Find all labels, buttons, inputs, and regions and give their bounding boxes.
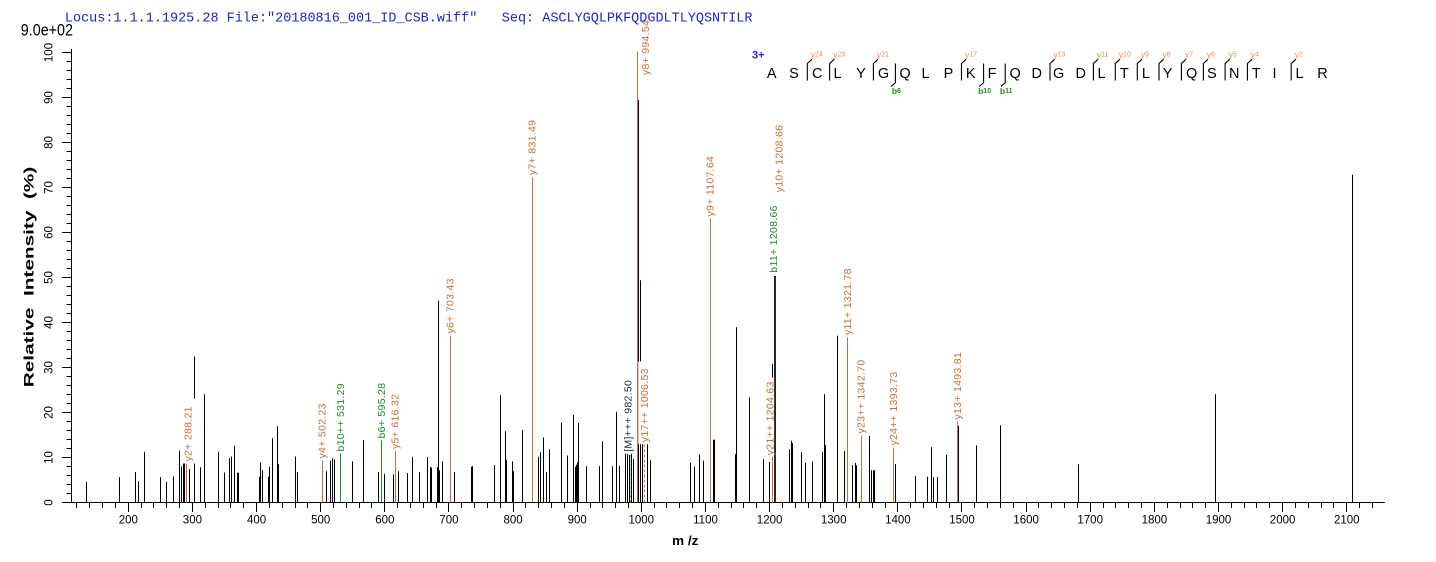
svg-text:y24: y24 [811,50,823,60]
svg-text:K: K [966,66,976,82]
svg-text:y2: y2 [1295,50,1303,60]
svg-text:G: G [1053,66,1064,82]
svg-text:1900: 1900 [1206,515,1232,527]
svg-text:1000: 1000 [629,515,655,527]
svg-text:N: N [1229,66,1239,82]
svg-text:[M]+++ 982.50: [M]+++ 982.50 [623,380,635,452]
svg-text:D: D [1075,66,1085,82]
svg-text:D: D [1032,66,1042,82]
svg-text:L: L [1142,66,1150,82]
svg-text:C: C [812,66,822,82]
svg-text:0: 0 [44,499,56,505]
svg-text:1100: 1100 [693,515,718,527]
svg-text:1500: 1500 [949,515,975,527]
svg-text:80: 80 [44,136,56,149]
svg-text:Q: Q [1186,66,1197,82]
svg-text:L: L [834,66,842,82]
svg-text:60: 60 [44,226,56,239]
svg-text:F: F [988,66,997,82]
svg-text:9.0e+02: 9.0e+02 [21,22,73,40]
svg-text:Relative Intensity (%): Relative Intensity (%) [22,167,37,388]
svg-text:b11+ 1208.66: b11+ 1208.66 [768,205,780,272]
svg-text:y5: y5 [1229,50,1237,60]
svg-text:2100: 2100 [1334,515,1360,527]
svg-text:b6+ 595.28: b6+ 595.28 [376,383,388,439]
svg-text:y8+ 994.54: y8+ 994.54 [640,20,652,75]
svg-text:1800: 1800 [1142,515,1168,527]
svg-text:y21: y21 [877,50,889,60]
svg-text:y24++ 1393.73: y24++ 1393.73 [888,372,900,446]
svg-text:1200: 1200 [757,515,783,527]
svg-text:S: S [789,66,799,82]
svg-text:Q: Q [1010,66,1021,82]
svg-text:y13: y13 [1054,50,1066,60]
svg-text:1300: 1300 [821,515,847,527]
svg-text:70: 70 [44,181,56,194]
svg-text:500: 500 [311,515,330,527]
svg-text:Y: Y [1163,66,1173,82]
svg-text:y7: y7 [1185,50,1193,60]
svg-text:50: 50 [44,271,56,284]
svg-text:y13+ 1493.81: y13+ 1493.81 [952,352,964,420]
svg-text:2000: 2000 [1270,515,1296,527]
svg-text:300: 300 [183,515,202,527]
svg-text:90: 90 [44,91,56,104]
svg-text:y8: y8 [1163,50,1171,60]
svg-text:b10: b10 [978,86,991,96]
svg-text:Y: Y [856,66,866,82]
svg-text:y2+ 288.21: y2+ 288.21 [183,406,195,461]
svg-text:y4+ 502.23: y4+ 502.23 [316,403,328,458]
svg-text:400: 400 [247,515,266,527]
svg-text:1600: 1600 [1013,515,1039,527]
svg-text:10: 10 [44,451,56,464]
svg-text:Seq: ASCLYGQLPKFQDGDLTLYQSNTIL: Seq: ASCLYGQLPKFQDGDLTLYQSNTILR [502,12,753,27]
svg-text:600: 600 [375,515,394,527]
svg-text:b6: b6 [892,86,901,96]
svg-text:900: 900 [568,515,587,527]
svg-text:I: I [1272,66,1276,82]
svg-text:T: T [1252,66,1261,82]
svg-text:700: 700 [439,515,458,527]
svg-text:30: 30 [44,361,56,374]
svg-text:1400: 1400 [885,515,911,527]
svg-text:L: L [1296,66,1304,82]
svg-text:L: L [922,66,930,82]
svg-text:y5+ 616.32: y5+ 616.32 [390,394,402,449]
svg-text:200: 200 [119,515,138,527]
svg-text:y17++ 1006.53: y17++ 1006.53 [639,368,651,442]
svg-text:1700: 1700 [1077,515,1103,527]
svg-text:A: A [767,66,777,82]
svg-text:100: 100 [44,43,56,62]
svg-text:800: 800 [504,515,523,527]
svg-text:b11: b11 [1000,86,1013,96]
svg-text:y17: y17 [965,50,977,60]
svg-text:y23++ 1342.70: y23++ 1342.70 [855,360,867,434]
svg-text:y11+ 1321.78: y11+ 1321.78 [842,268,854,335]
svg-text:L: L [1098,66,1106,82]
svg-text:T: T [1120,66,1129,82]
svg-text:y6: y6 [1207,50,1215,60]
svg-text:G: G [878,66,889,82]
svg-text:P: P [944,66,954,82]
svg-text:y9+ 1107.64: y9+ 1107.64 [704,156,716,217]
svg-text:3+: 3+ [752,50,765,62]
svg-text:y9: y9 [1141,50,1149,60]
svg-text:b10++ 531.29: b10++ 531.29 [335,383,347,451]
svg-text:y23: y23 [833,50,845,60]
svg-text:y4: y4 [1251,50,1259,60]
svg-text:Locus:1.1.1.1925.28 File:"2018: Locus:1.1.1.1925.28 File:"20180816_001_I… [65,12,477,27]
svg-text:m /z: m /z [672,533,699,548]
svg-text:y11: y11 [1097,50,1109,60]
svg-text:y6+ 703.43: y6+ 703.43 [445,278,457,333]
svg-text:R: R [1317,66,1327,82]
svg-text:Q: Q [899,66,910,82]
svg-text:y21++ 1204.63: y21++ 1204.63 [765,381,777,455]
svg-text:y10+ 1208.66: y10+ 1208.66 [774,125,786,193]
svg-text:40: 40 [44,316,56,329]
svg-text:y10: y10 [1119,50,1131,60]
svg-text:20: 20 [44,406,56,419]
svg-text:y7+ 831.49: y7+ 831.49 [527,120,539,175]
svg-text:S: S [1207,66,1217,82]
